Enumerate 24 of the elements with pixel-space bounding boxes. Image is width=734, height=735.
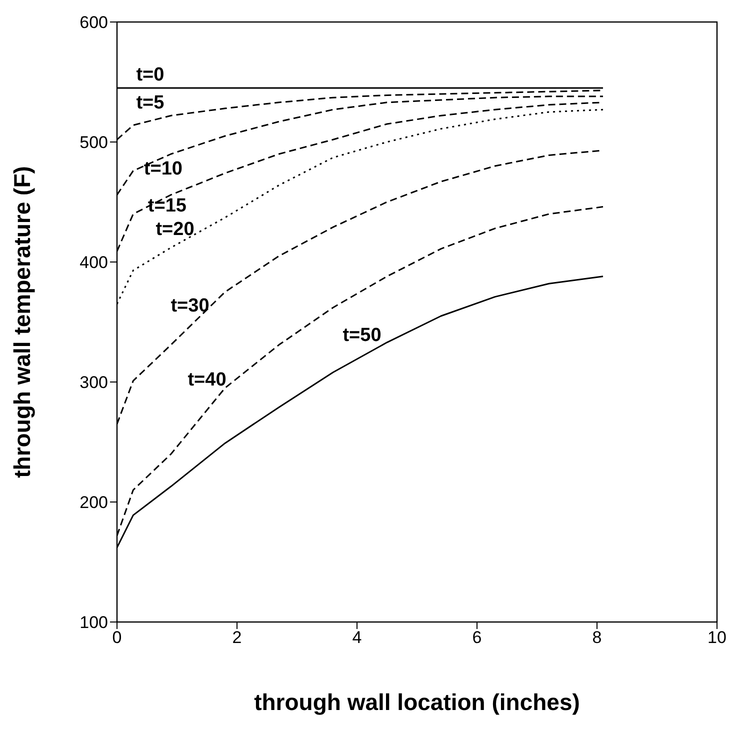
x-tick-label: 0: [112, 628, 122, 648]
y-tick-label: 600: [80, 13, 108, 32]
series-label: t=20: [156, 219, 194, 240]
x-tick-label: 10: [708, 628, 726, 648]
x-tick-label: 4: [352, 628, 362, 648]
y-axis-title: through wall temperature (F): [9, 166, 36, 478]
series-label: t=5: [136, 92, 165, 114]
series-label: t=0: [136, 64, 164, 86]
y-tick-label: 300: [80, 373, 108, 392]
x-tick-label: 8: [592, 628, 602, 648]
y-tick-label: 200: [80, 493, 108, 512]
y-tick-label: 100: [80, 613, 108, 632]
y-tick-label: 400: [80, 253, 108, 272]
x-tick-label: 6: [472, 628, 482, 648]
series-label: t=50: [342, 324, 382, 346]
series-label: t=30: [170, 295, 210, 316]
line-series: [117, 276, 604, 548]
x-tick-label: 2: [232, 628, 242, 648]
series-label: t=15: [148, 196, 187, 216]
x-axis-title: through wall location (inches): [254, 689, 580, 715]
y-tick-label: 500: [80, 133, 108, 152]
series-label: t=10: [144, 158, 182, 180]
line-series: [117, 96, 604, 196]
series-label: t=40: [188, 370, 226, 390]
